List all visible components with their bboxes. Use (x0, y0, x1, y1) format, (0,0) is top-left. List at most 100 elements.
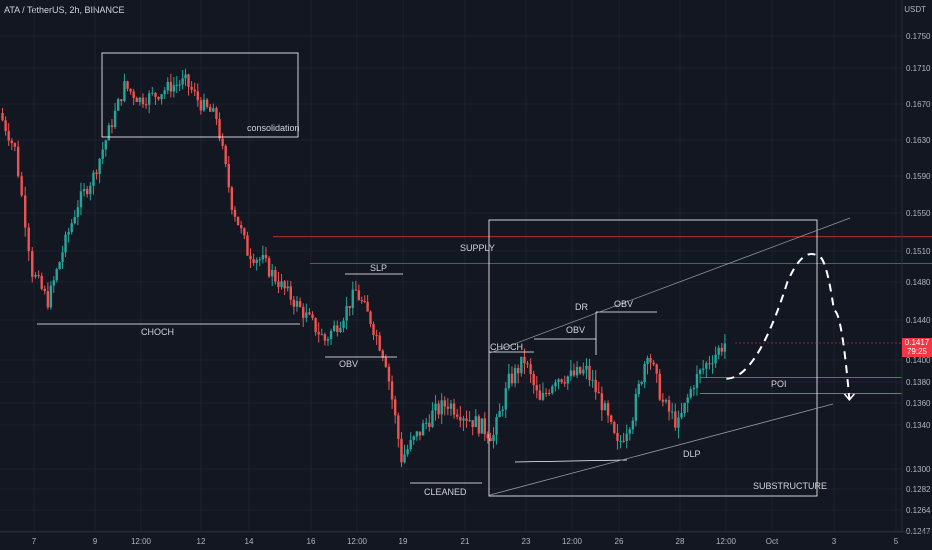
y-tick-label: 0.1340 (906, 421, 931, 430)
candle-body (538, 390, 542, 400)
annotation-substructure: SUBSTRUCTURE (753, 481, 827, 491)
x-tick-label: 12:00 (131, 537, 152, 546)
candle-body (465, 418, 468, 421)
candle-body (437, 403, 440, 415)
x-tick-label: 7 (32, 537, 37, 546)
candle-body (616, 432, 619, 441)
dlp-line (514, 459, 628, 463)
candle-body (468, 420, 471, 422)
candle-body (415, 431, 419, 437)
y-tick-label: 0.1590 (906, 172, 931, 181)
candle-body (107, 125, 111, 141)
candle-body (495, 417, 498, 435)
candle-body (698, 369, 702, 374)
candle-body (104, 140, 107, 150)
candle-body (4, 120, 7, 132)
x-tick-label: 19 (399, 537, 408, 546)
candle-body (446, 406, 450, 409)
y-tick-label: 0.1550 (906, 209, 931, 218)
candle-body (274, 270, 277, 282)
candle-body (640, 382, 643, 384)
candle-body (613, 422, 616, 433)
candle-body (462, 418, 465, 421)
candle-body (64, 234, 67, 253)
candle-body (283, 281, 286, 289)
candle-body (261, 254, 265, 260)
candle-body (246, 235, 249, 256)
candle-body (680, 413, 683, 418)
candle-body (76, 207, 80, 218)
candle-body (655, 364, 658, 374)
y-tick-label: 0.1282 (906, 485, 931, 494)
candle-body (421, 423, 425, 436)
candlestick-series (1, 68, 727, 468)
candle-body (230, 187, 234, 210)
candle-body (123, 81, 126, 102)
candle-body (708, 363, 711, 365)
price-axis: 0.1750 0.1710 0.1670 0.1630 0.1590 0.1550 0.15… (901, 0, 931, 536)
candle-body (61, 252, 64, 263)
candle-body (55, 269, 58, 281)
annotation-shapes (37, 52, 902, 497)
candle-body (73, 217, 76, 224)
annotation-dr: DR (575, 302, 588, 312)
current-price-value: 0.1417 (904, 338, 930, 347)
candle-body (249, 255, 252, 260)
chart-header-title: ATA / TetherUS, 2h, BINANCE (4, 5, 125, 15)
x-tick-label: Oct (766, 537, 779, 546)
y-tick-label: 0.1480 (906, 278, 931, 287)
y-tick-label: 0.1750 (906, 32, 931, 41)
y-tick-label: 0.1380 (906, 378, 931, 387)
candle-body (67, 232, 70, 235)
x-tick-label: 16 (307, 537, 316, 546)
candle-body (403, 454, 406, 463)
candle-body (563, 382, 566, 384)
candle-body (397, 415, 400, 439)
candle-body (532, 374, 535, 386)
candle-body (314, 317, 317, 333)
candle-body (31, 251, 34, 277)
candle-body (233, 209, 237, 217)
annotation-dlp: DLP (683, 449, 701, 459)
candle-body (695, 373, 699, 389)
candle-body (37, 275, 40, 277)
candle-body (652, 362, 655, 365)
candle-body (166, 81, 169, 91)
candle-body (132, 91, 135, 98)
candle-body (221, 138, 224, 146)
candle-body (271, 270, 274, 277)
current-price-countdown: 79:25 (906, 347, 928, 356)
y-tick-label: 0.1440 (906, 316, 931, 325)
x-tick-label: 3 (832, 537, 837, 546)
candle-body (40, 276, 43, 289)
annotation-poi: POI (771, 379, 787, 389)
candle-body (456, 414, 459, 417)
substructure-box (488, 219, 818, 497)
channel-upper-line (489, 217, 851, 354)
x-tick-label: 21 (461, 537, 470, 546)
candle-body (406, 449, 409, 455)
projection-arrowhead (843, 393, 855, 402)
candle-body (144, 104, 148, 106)
candle-body (280, 281, 283, 288)
candle-body (357, 290, 361, 301)
candle-body (138, 97, 142, 103)
candle-body (418, 431, 422, 436)
x-tick-label: 14 (245, 537, 254, 546)
candle-body (412, 436, 415, 440)
candle-body (252, 259, 255, 263)
y-tick-label: 0.1510 (906, 247, 931, 256)
candle-body (323, 334, 327, 341)
candle-body (723, 343, 727, 352)
candle-body (110, 125, 114, 127)
candle-body (520, 356, 523, 374)
x-tick-label: 12 (197, 537, 206, 546)
candle-body (363, 300, 366, 302)
candle-body (529, 364, 532, 375)
candle-body (658, 373, 661, 400)
candle-body (298, 301, 302, 307)
consolidation-box (101, 52, 299, 138)
candle-body (551, 386, 554, 394)
candle-body (181, 78, 184, 85)
